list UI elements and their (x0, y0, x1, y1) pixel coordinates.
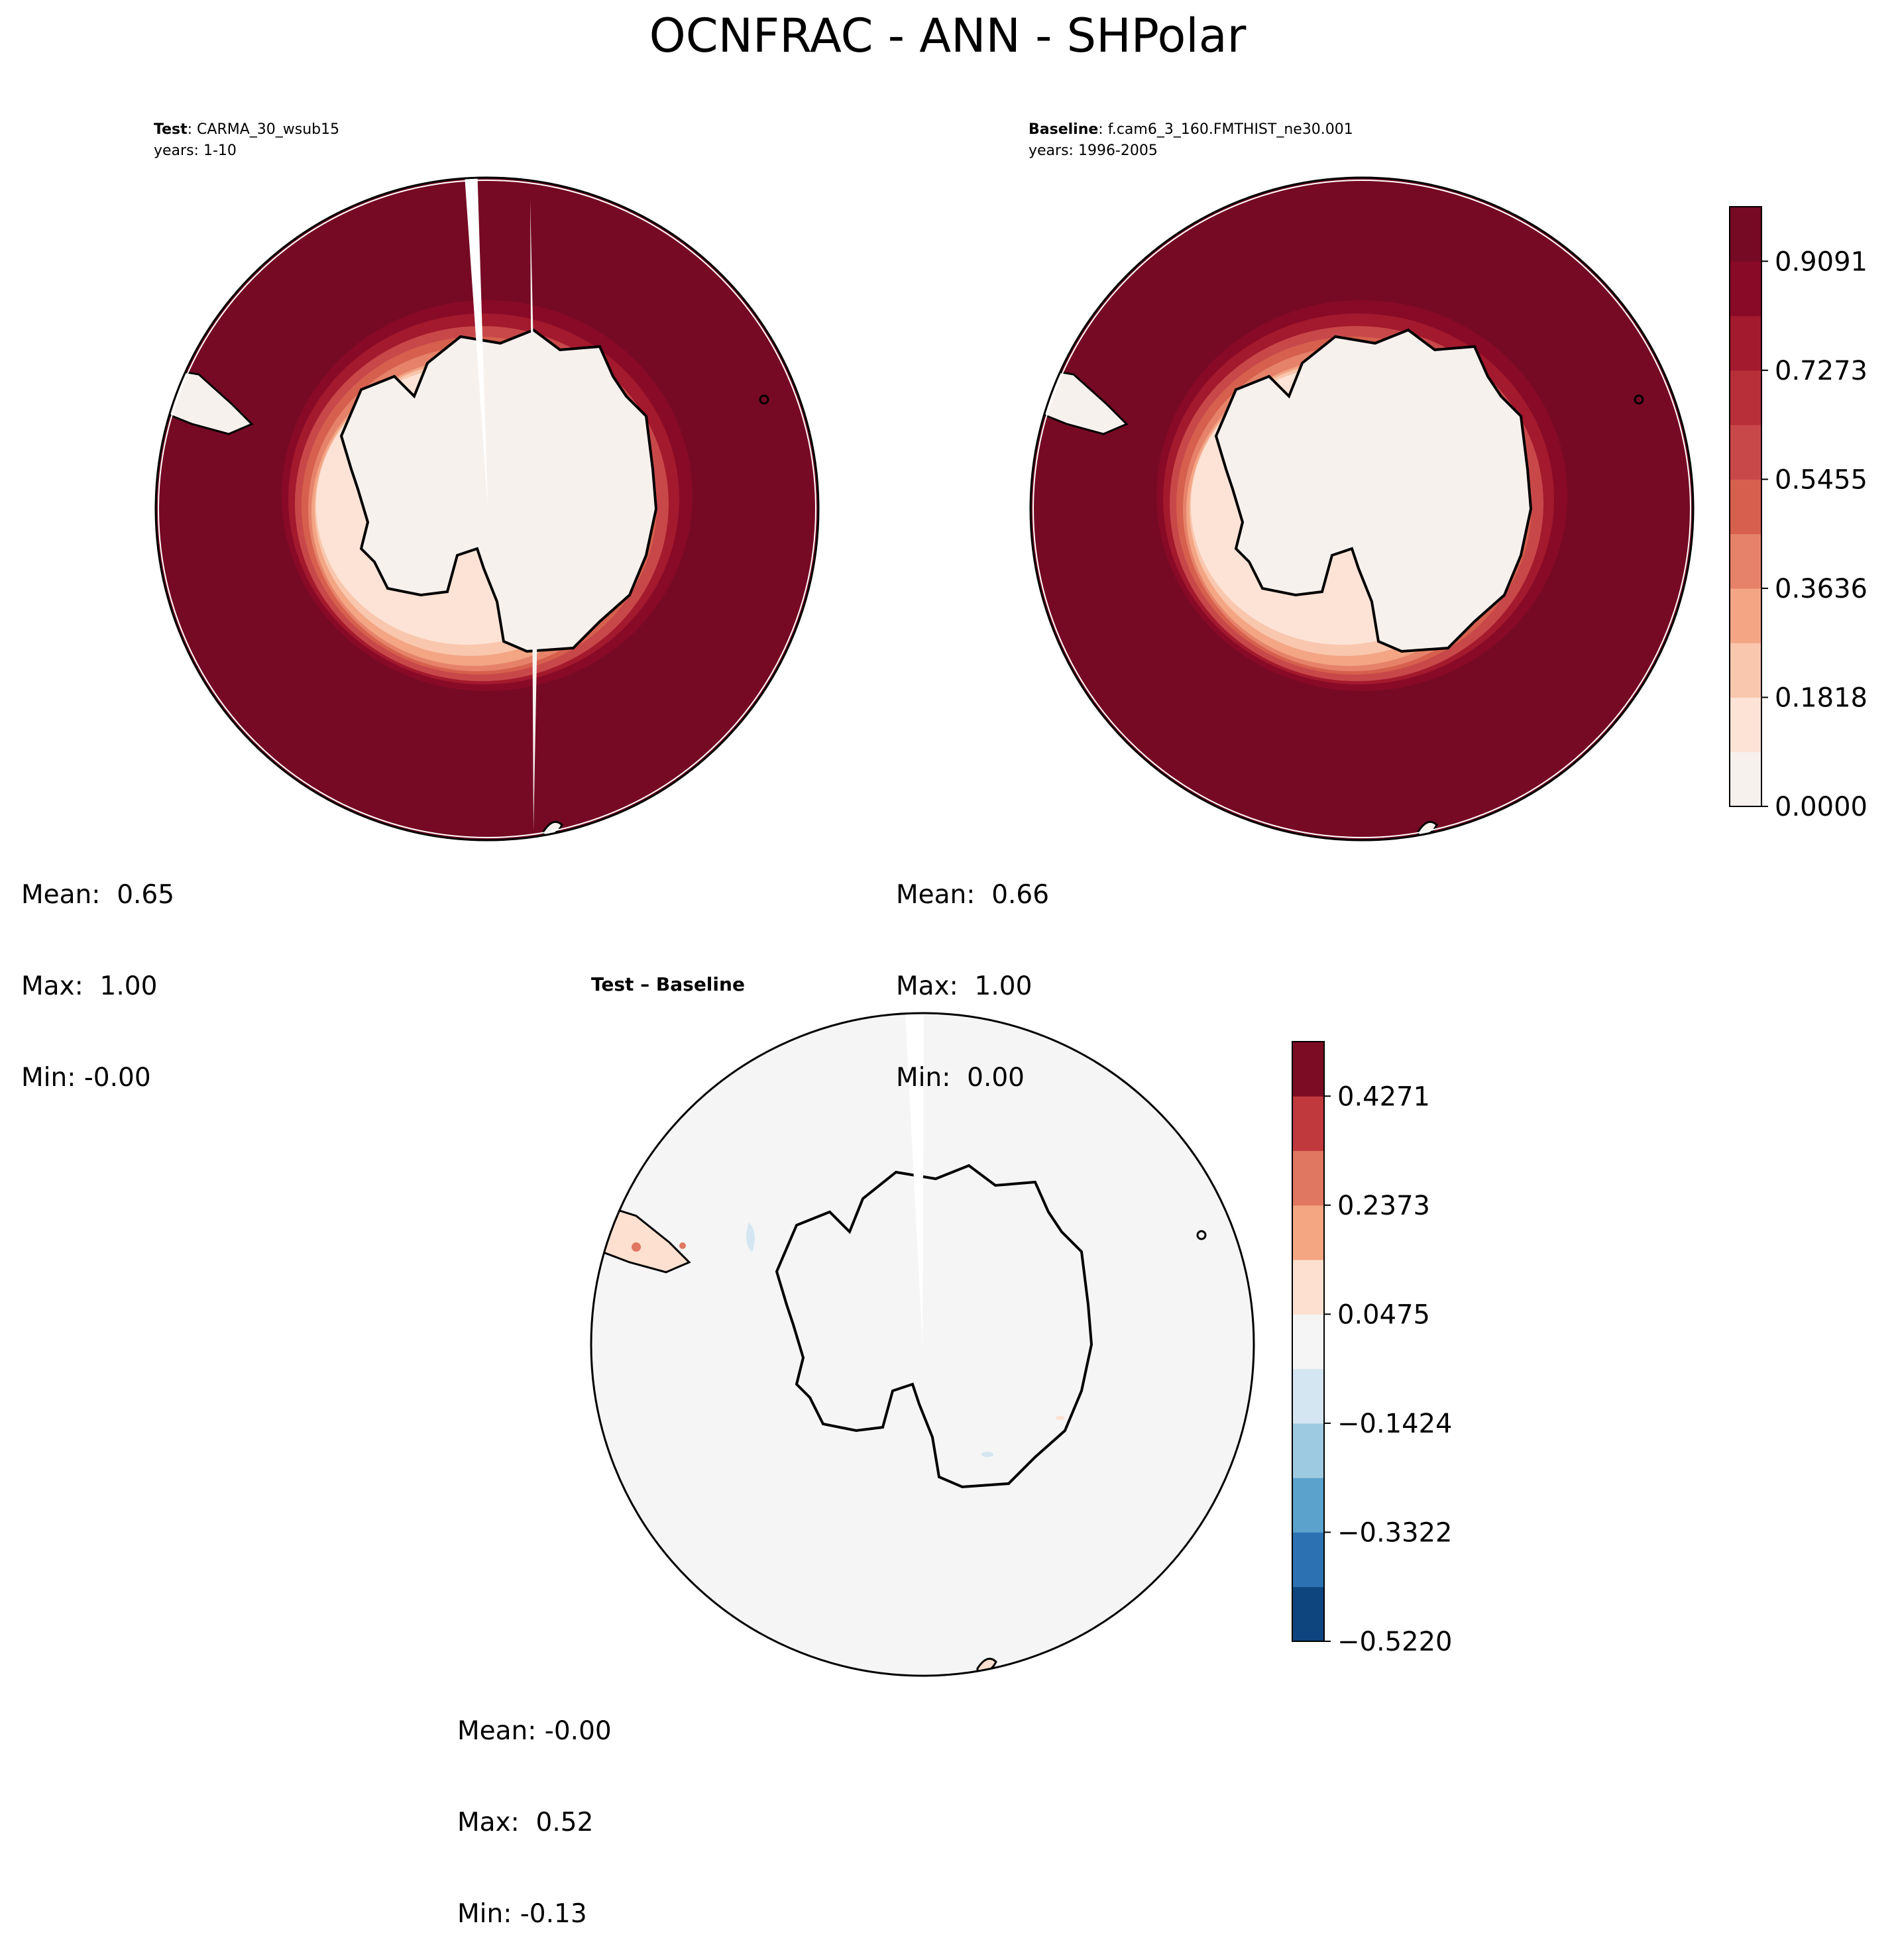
colorbar-ratio: 0.0000 0.1818 0.3636 0.5455 0.7273 0.9091 (1729, 206, 1868, 822)
test-min: Min: -0.00 (21, 1063, 151, 1093)
colorbar-ratio-swatch (1730, 751, 1761, 807)
colorbar-ratio-swatch (1730, 697, 1761, 753)
colorbar-ratio-swatch (1730, 479, 1761, 535)
test-case-name: : CARMA_30_wsub15 (188, 121, 340, 138)
baseline-stats: Mean: 0.66 Max: 1.00 Min: 0.00 (896, 819, 1049, 1124)
colorbar-ratio-tick-label: 0.1818 (1775, 682, 1868, 713)
colorbar-difference-tick-label: −0.3322 (1337, 1517, 1452, 1548)
colorbar-difference-tick-label: 0.4271 (1337, 1081, 1430, 1112)
svg-text:Test: CARMA_30_wsub15: Test: CARMA_30_wsub15 (154, 121, 339, 138)
colorbar-difference-swatch (1292, 1205, 1324, 1260)
colorbar-difference-swatch (1292, 1096, 1324, 1152)
difference-min: Min: -0.13 (457, 1899, 587, 1929)
difference-map (591, 1013, 1254, 1676)
test-mean: Mean: 0.65 (21, 880, 175, 910)
difference-panel: Test – Baseline (590, 973, 1255, 1677)
test-max: Max: 1.00 (21, 971, 158, 1001)
baseline-min: Min: 0.00 (896, 1063, 1025, 1093)
colorbar-ratio-swatch (1730, 425, 1761, 480)
colorbar-difference-swatch (1292, 1423, 1324, 1478)
colorbar-ratio-tick-label: 0.3636 (1775, 574, 1868, 604)
colorbar-ratio-swatch (1730, 588, 1761, 643)
colorbar-ratio-frame (1729, 206, 1762, 807)
baseline-label: Baseline (1029, 121, 1098, 138)
colorbar-difference-swatch (1292, 1532, 1324, 1588)
figure-title: OCNFRAC - ANN - SHPolar (649, 9, 1247, 63)
baseline-mean: Mean: 0.66 (896, 880, 1050, 910)
colorbar-difference-swatch (1292, 1042, 1324, 1097)
colorbar-difference-tick-label: −0.5220 (1337, 1627, 1452, 1657)
colorbar-ratio-swatch (1730, 643, 1761, 698)
difference-label: Test – Baseline (591, 973, 745, 995)
colorbar-difference: −0.5220 −0.3322 −0.1424 0.0475 0.2373 0.4271 (1292, 1041, 1452, 1657)
figure: OCNFRAC - ANN - SHPolar Test: CARMA_30_w… (154, 9, 1868, 1677)
colorbar-ratio-swatch (1730, 370, 1761, 425)
colorbar-ratio-tick-label: 0.0000 (1775, 792, 1868, 822)
colorbar-ratio-swatch (1730, 315, 1761, 371)
svg-text:Baseline: f.cam6_3_160.FMTHIST: Baseline: f.cam6_3_160.FMTHIST_ne30.001 (1029, 121, 1353, 138)
colorbar-difference-frame (1292, 1041, 1325, 1642)
baseline-map (1031, 178, 1693, 840)
colorbar-ratio-tick-label: 0.9091 (1775, 246, 1868, 277)
colorbar-ratio-tick-label: 0.7273 (1775, 356, 1868, 386)
difference-mean: Mean: -0.00 (457, 1716, 612, 1746)
baseline-case-name: : f.cam6_3_160.FMTHIST_ne30.001 (1098, 121, 1353, 138)
colorbar-difference-tick-label: 0.0475 (1337, 1299, 1430, 1330)
test-years: years: 1-10 (154, 142, 237, 159)
colorbar-difference-swatch (1292, 1314, 1324, 1370)
difference-max: Max: 0.52 (457, 1808, 594, 1837)
colorbar-difference-swatch (1292, 1478, 1324, 1533)
test-panel: Test: CARMA_30_wsub15 years: 1-10 (154, 121, 820, 842)
colorbar-difference-swatch (1292, 1150, 1324, 1206)
colorbar-ratio-swatch (1730, 261, 1761, 317)
test-stats: Mean: 0.65 Max: 1.00 Min: -0.00 (21, 819, 174, 1124)
baseline-panel: Baseline: f.cam6_3_160.FMTHIST_ne30.001 … (1029, 121, 1695, 842)
colorbar-difference-swatch (1292, 1586, 1324, 1642)
colorbar-ratio-tick-label: 0.5455 (1775, 464, 1868, 495)
difference-stats: Mean: -0.00 Max: 0.52 Min: -0.13 (457, 1655, 612, 1960)
colorbar-difference-tick-label: −0.1424 (1337, 1409, 1452, 1439)
baseline-years: years: 1996-2005 (1029, 142, 1158, 159)
baseline-max: Max: 1.00 (896, 971, 1032, 1001)
colorbar-difference-swatch (1292, 1260, 1324, 1315)
colorbar-ratio-swatch (1730, 533, 1761, 589)
colorbar-difference-swatch (1292, 1368, 1324, 1424)
colorbar-difference-tick-label: 0.2373 (1337, 1191, 1430, 1221)
test-map (156, 178, 818, 840)
colorbar-ratio-swatch (1730, 207, 1761, 262)
test-label: Test (154, 121, 188, 138)
